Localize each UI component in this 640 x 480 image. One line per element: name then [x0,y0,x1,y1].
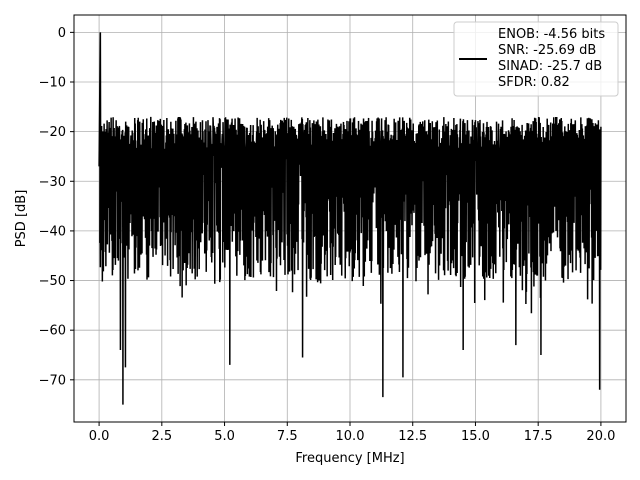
y-tick-label: −60 [39,324,66,339]
series-layer [98,32,602,405]
psd-series-line [98,32,602,405]
x-tick-label: 15.0 [461,429,490,444]
y-tick-label: −20 [39,125,66,140]
y-tick-label: −10 [39,76,66,91]
legend-box [453,21,619,97]
legend-entry-enob: ENOB: -4.56 bits [498,27,605,42]
legend-entry-sfdr: SFDR: 0.82 [498,75,570,90]
x-tick-label: 0.0 [89,429,110,444]
x-axis-label: Frequency [MHz] [295,451,404,466]
ticks: 0.0 2.5 5.0 7.5 10.0 12.5 15.0 17.5 20.0 0 −10 −20 −… [39,26,616,444]
x-tick-label: 2.5 [151,429,172,444]
legend: ENOB: -4.56 bits SNR: -25.69 dB SINAD: -… [453,21,619,97]
y-tick-label: −30 [39,175,66,190]
legend-entry-sinad: SINAD: -25.7 dB [498,59,602,74]
x-tick-label: 17.5 [524,429,553,444]
y-axis-label: PSD [dB] [14,190,29,248]
x-tick-label: 7.5 [277,429,298,444]
y-tick-label: 0 [58,26,66,41]
x-tick-label: 20.0 [586,429,615,444]
y-tick-label: −50 [39,274,66,289]
legend-entry-snr: SNR: -25.69 dB [498,43,596,58]
x-tick-label: 12.5 [398,429,427,444]
y-tick-label: −70 [39,373,66,388]
x-tick-label: 10.0 [336,429,365,444]
y-tick-label: −40 [39,224,66,239]
x-tick-label: 5.0 [214,429,235,444]
